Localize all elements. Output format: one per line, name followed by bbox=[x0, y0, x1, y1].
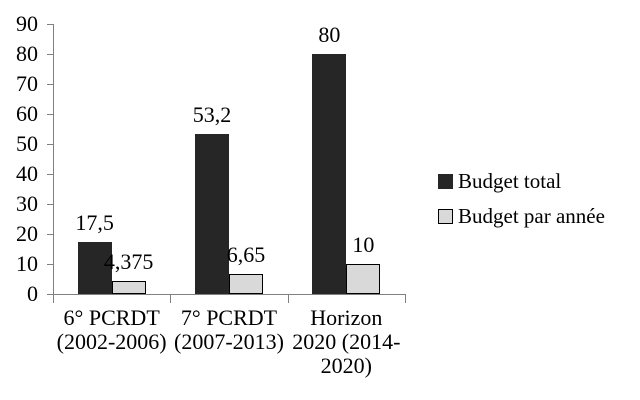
data-label-budget-par-annee: 10 bbox=[352, 232, 375, 257]
y-axis-tick bbox=[47, 234, 53, 235]
chart-legend: Budget total Budget par année bbox=[438, 168, 605, 238]
bar-budget-total bbox=[312, 54, 347, 294]
y-axis-line bbox=[53, 24, 54, 294]
category-label-line: (2007-2013) bbox=[174, 329, 284, 354]
data-label-budget-total: 17,5 bbox=[75, 209, 114, 235]
category-label: 6° PCRDT (2002-2006) bbox=[37, 306, 187, 354]
y-axis-tick-label: 0 bbox=[27, 281, 38, 306]
y-axis-tick bbox=[47, 294, 53, 295]
bar-budget-par-annee bbox=[111, 280, 146, 294]
y-axis-tick bbox=[47, 114, 53, 115]
category-label-line: 2020 (2014- bbox=[292, 329, 401, 354]
data-label-budget-par-annee: 4,375 bbox=[103, 248, 154, 274]
category-label-line: 6° PCRDT bbox=[63, 305, 160, 330]
y-axis-tick bbox=[47, 204, 53, 205]
category-label-line: 2020) bbox=[320, 353, 372, 378]
category-label-line: Horizon bbox=[310, 305, 383, 330]
y-axis-tick-label: 50 bbox=[16, 131, 38, 156]
y-axis-tick-label: 80 bbox=[16, 41, 38, 66]
y-axis-tick-label: 60 bbox=[16, 101, 38, 126]
category-label: Horizon 2020 (2014- 2020) bbox=[271, 306, 421, 378]
bar-budget-total bbox=[77, 241, 112, 294]
legend-label-budget-par-annee: Budget par année bbox=[458, 203, 605, 228]
legend-item-budget-par-annee: Budget par année bbox=[438, 203, 605, 229]
data-label-budget-par-annee: 6,65 bbox=[226, 242, 266, 268]
y-axis-tick bbox=[47, 54, 53, 55]
x-axis-tick bbox=[405, 294, 406, 303]
y-axis-tick-label: 10 bbox=[16, 251, 38, 276]
y-axis-tick bbox=[47, 84, 53, 85]
category-label-line: (2002-2006) bbox=[56, 329, 167, 354]
y-axis-tick-label: 90 bbox=[16, 11, 38, 36]
y-axis-tick-label: 70 bbox=[16, 71, 38, 96]
category-label: 7° PCRDT (2007-2013) bbox=[154, 306, 304, 354]
legend-item-budget-total: Budget total bbox=[438, 168, 605, 194]
legend-swatch-budget-par-annee bbox=[438, 208, 453, 224]
y-axis-tick bbox=[47, 144, 53, 145]
y-axis-tick bbox=[47, 264, 53, 265]
x-axis-tick bbox=[170, 294, 172, 303]
y-axis-tick bbox=[47, 24, 53, 25]
legend-label-budget-total: Budget total bbox=[458, 168, 562, 193]
legend-swatch-budget-total bbox=[438, 173, 453, 189]
data-label-budget-total: 53,2 bbox=[192, 102, 232, 128]
x-axis-line bbox=[53, 294, 406, 295]
x-axis-tick bbox=[287, 294, 289, 303]
y-axis-tick-label: 30 bbox=[16, 191, 38, 216]
y-axis-tick-label: 20 bbox=[16, 221, 38, 246]
bar-budget-par-annee bbox=[229, 274, 263, 294]
category-label-line: 7° PCRDT bbox=[180, 305, 278, 330]
bar-budget-total bbox=[195, 134, 229, 294]
y-axis-tick-label: 40 bbox=[16, 161, 38, 186]
data-label-budget-total: 80 bbox=[318, 22, 341, 47]
x-axis-tick bbox=[53, 294, 54, 303]
y-axis-tick bbox=[47, 174, 53, 175]
bar-budget-par-annee bbox=[346, 264, 381, 294]
